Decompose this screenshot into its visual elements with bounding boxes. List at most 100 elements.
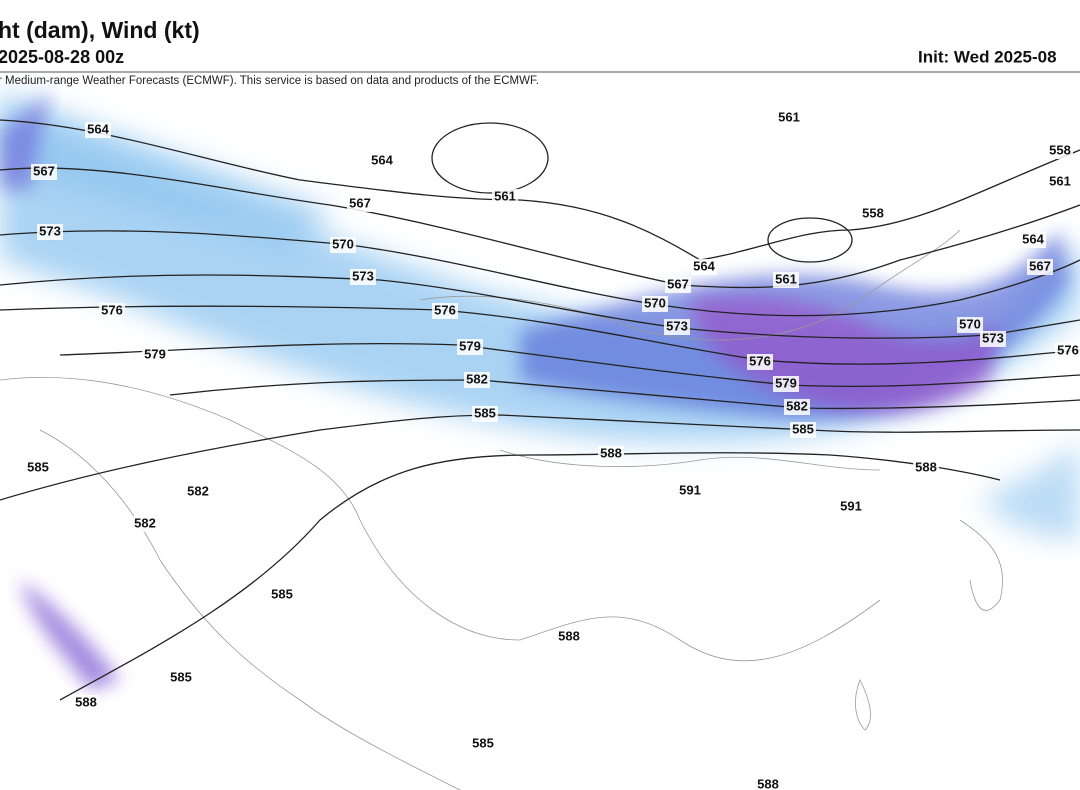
label-bg <box>665 277 691 293</box>
label-bg <box>677 483 703 499</box>
label-bg <box>957 317 983 333</box>
label-bg <box>142 347 168 363</box>
contour-label: 582 <box>786 398 808 413</box>
label-bg <box>773 272 799 288</box>
contour-label: 564 <box>371 152 393 167</box>
label-bg <box>838 499 864 515</box>
init-time: Init: Wed 2025-08 <box>918 47 1057 66</box>
label-bg <box>73 695 99 711</box>
contour-label: 585 <box>27 459 49 474</box>
contour-label: 576 <box>1057 342 1079 357</box>
valid-time: 2025-08-28 00z <box>0 47 124 67</box>
borders <box>0 229 1003 790</box>
contour-label: 579 <box>144 346 166 361</box>
label-bg <box>25 460 51 476</box>
label-bg <box>464 372 490 388</box>
credit: r Medium-range Weather Forecasts (ECMWF)… <box>0 75 539 87</box>
label-bg <box>350 269 376 285</box>
contour-label: 576 <box>749 353 771 368</box>
contour-label: 570 <box>332 236 354 251</box>
contour-label: 564 <box>693 258 715 273</box>
contour-label: 585 <box>472 735 494 750</box>
label-bg <box>913 460 939 476</box>
label-bg <box>470 736 496 752</box>
contour-label: 585 <box>474 405 496 420</box>
contour-label: 561 <box>778 109 800 124</box>
label-bg <box>492 189 518 205</box>
label-bg <box>1027 259 1053 275</box>
contour-label: 561 <box>775 271 797 286</box>
contour-label: 570 <box>644 295 666 310</box>
label-bg <box>784 399 810 415</box>
label-bg <box>747 354 773 370</box>
contour-label: 579 <box>459 338 481 353</box>
contour-label: 582 <box>187 483 209 498</box>
label-bg <box>556 629 582 645</box>
contour-label: 576 <box>101 302 123 317</box>
label-bg <box>168 670 194 686</box>
label-bg <box>37 224 63 240</box>
label-bg <box>755 777 781 790</box>
contour-label: 558 <box>862 205 884 220</box>
contour-label: 564 <box>1022 231 1044 246</box>
contour-label: 573 <box>39 223 61 238</box>
contour-label: 561 <box>494 188 516 203</box>
label-bg <box>269 587 295 603</box>
contour-label: 576 <box>434 302 456 317</box>
label-bg <box>347 196 373 212</box>
contour-label: 564 <box>87 121 109 136</box>
label-bg <box>1047 174 1073 190</box>
label-bg <box>432 303 458 319</box>
label-bg <box>980 331 1006 347</box>
contour-label: 573 <box>666 318 688 333</box>
contour-label: 573 <box>352 268 374 283</box>
label-bg <box>860 206 886 222</box>
contour-label: 570 <box>959 316 981 331</box>
contour-label: 588 <box>558 628 580 643</box>
label-bg <box>598 446 624 462</box>
label-bg <box>1020 232 1046 248</box>
contour-label: 561 <box>1049 173 1071 188</box>
contour-label: 585 <box>271 586 293 601</box>
contour-label: 582 <box>134 515 156 530</box>
label-bg <box>132 516 158 532</box>
contour-label: 591 <box>679 482 701 497</box>
label-bg <box>185 484 211 500</box>
label-bg <box>85 122 111 138</box>
label-bg <box>31 164 57 180</box>
title: ht (dam), Wind (kt) <box>0 17 200 43</box>
label-bg <box>472 406 498 422</box>
label-bg <box>664 319 690 335</box>
contour-label: 579 <box>775 375 797 390</box>
contours <box>0 119 1080 701</box>
contour-label: 588 <box>915 459 937 474</box>
contour-label: 567 <box>349 195 371 210</box>
contour-label: 567 <box>33 163 55 178</box>
contour-label: 588 <box>75 694 97 709</box>
label-bg <box>369 153 395 169</box>
contour-label: 588 <box>600 445 622 460</box>
contour-label: 591 <box>840 498 862 513</box>
label-bg <box>99 303 125 319</box>
label-bg <box>790 422 816 438</box>
contour-label: 567 <box>1029 258 1051 273</box>
contour-label: 585 <box>792 421 814 436</box>
label-bg <box>776 110 802 126</box>
label-bg <box>691 259 717 275</box>
label-bg <box>642 296 668 312</box>
label-bg <box>457 339 483 355</box>
label-bg <box>773 376 799 392</box>
header-bg <box>0 0 1080 72</box>
wind-shading <box>0 90 1080 690</box>
contour-label: 573 <box>982 330 1004 345</box>
contour-label: 567 <box>667 276 689 291</box>
label-bg <box>1047 143 1073 159</box>
contour-labels: 5645675735765795645675705735765795825855… <box>25 109 1080 790</box>
label-bg <box>330 237 356 253</box>
contour-label: 588 <box>757 776 779 790</box>
contour-label: 582 <box>466 371 488 386</box>
contour-label: 585 <box>170 669 192 684</box>
label-bg <box>1055 343 1080 359</box>
